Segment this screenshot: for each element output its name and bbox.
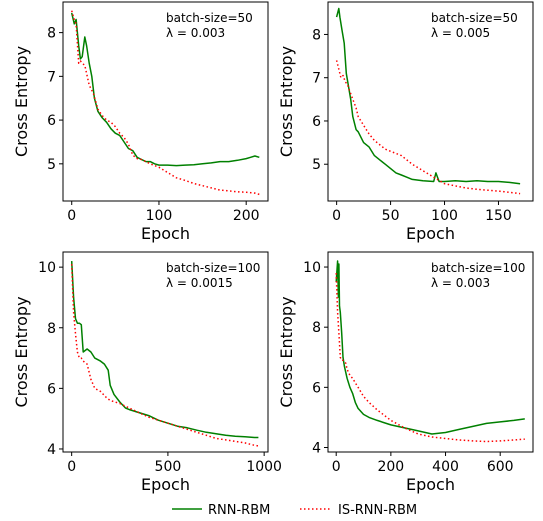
y-tick-label: 8 <box>312 27 321 43</box>
chart-panel-4: 0 200 400 600 4 6 8 10 Epoch Cross Entropy batch-s… <box>277 251 534 494</box>
x-tick-label: 400 <box>432 459 459 475</box>
y-tick-label: 6 <box>312 380 321 396</box>
x-tick-label: 600 <box>487 459 514 475</box>
legend: RNN-RBM IS-RNN-RBM <box>172 503 417 518</box>
x-tick-label: 500 <box>155 459 182 475</box>
y-tick-label: 7 <box>312 71 321 87</box>
legend-rnn-label: RNN-RBM <box>208 503 270 518</box>
y-axis-label: Cross Entropy <box>277 46 296 157</box>
series-line-rnn-rbm <box>70 261 259 439</box>
y-tick-label: 8 <box>312 320 321 336</box>
legend-is-label: IS-RNN-RBM <box>338 503 417 518</box>
series-line-rnn-rbm <box>335 7 521 185</box>
annotation-text: λ = 0.003 <box>431 276 490 290</box>
y-tick-label: 5 <box>47 157 56 173</box>
x-tick-label: 1000 <box>246 459 282 475</box>
x-tick-label: 200 <box>377 459 404 475</box>
y-tick-label: 4 <box>312 440 321 456</box>
y-tick-label: 7 <box>47 69 56 85</box>
x-tick-label: 0 <box>332 208 341 224</box>
plot-frame <box>62 1 269 202</box>
x-tick-label: 0 <box>332 459 341 475</box>
plot-frame <box>62 251 269 453</box>
x-tick-label: 200 <box>233 208 260 224</box>
y-tick-label: 6 <box>312 114 321 130</box>
x-tick-label: 50 <box>382 208 400 224</box>
y-tick-label: 10 <box>38 260 56 276</box>
chart-panel-2: 0 50 100 150 5 6 7 8 Epoch Cross Entropy batch-siz… <box>277 1 534 243</box>
x-axis-label: Epoch <box>141 475 190 494</box>
x-tick-label: 0 <box>67 459 76 475</box>
x-axis-label: Epoch <box>406 224 455 243</box>
y-tick-label: 6 <box>47 113 56 129</box>
series-line-rnn-rbm <box>335 260 525 435</box>
x-tick-label: 100 <box>431 208 458 224</box>
series-line-is-rnn-rbm <box>70 264 259 447</box>
x-axis-label: Epoch <box>406 475 455 494</box>
x-tick-label: 0 <box>67 208 76 224</box>
x-tick-label: 100 <box>146 208 173 224</box>
annotation-text: λ = 0.003 <box>166 26 225 40</box>
series-line-rnn-rbm <box>70 12 260 167</box>
plot-frame <box>327 1 534 202</box>
y-tick-label: 8 <box>47 26 56 42</box>
annotation-text: λ = 0.005 <box>431 26 490 40</box>
chart-panel-1: 0 100 200 5 6 7 8 Epoch Cross Entropy batch-size=… <box>12 1 269 243</box>
y-axis-label: Cross Entropy <box>12 46 31 157</box>
y-axis-label: Cross Entropy <box>12 296 31 407</box>
x-tick-label: 150 <box>485 208 512 224</box>
plot-frame <box>327 251 534 453</box>
y-tick-label: 10 <box>303 260 321 276</box>
annotation-text: batch-size=100 <box>166 261 260 275</box>
y-tick-label: 6 <box>47 381 56 397</box>
y-axis-label: Cross Entropy <box>277 296 296 407</box>
series-line-is-rnn-rbm <box>70 10 260 196</box>
annotation-text: batch-size=50 <box>431 11 518 25</box>
x-axis-label: Epoch <box>141 224 190 243</box>
y-tick-label: 5 <box>312 157 321 173</box>
annotation-text: batch-size=100 <box>431 261 525 275</box>
y-tick-label: 8 <box>47 321 56 337</box>
series-line-is-rnn-rbm <box>335 60 521 195</box>
annotation-text: λ = 0.0015 <box>166 276 233 290</box>
y-tick-label: 4 <box>47 442 56 458</box>
series-line-is-rnn-rbm <box>335 273 525 443</box>
chart-panel-3: 0 500 1000 4 6 8 10 Epoch Cross Entropy batch-siz… <box>12 251 282 494</box>
annotation-text: batch-size=50 <box>166 11 253 25</box>
